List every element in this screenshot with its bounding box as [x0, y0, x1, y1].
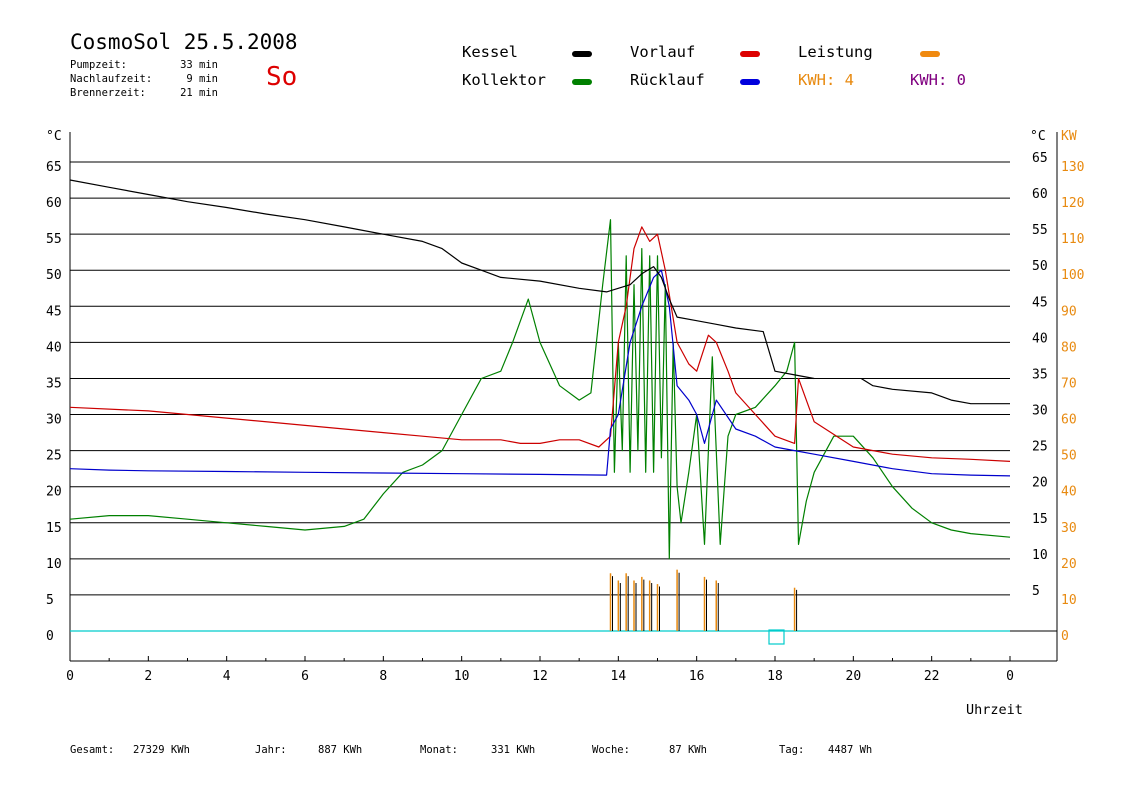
footer-tag-value: 4487 Wh [828, 744, 873, 756]
y2-tick-label: 100 [1061, 268, 1084, 283]
legend-leistung-swatch [920, 51, 940, 57]
y-tick-label-right: 20 [1032, 476, 1048, 491]
y-tick-label-right: 50 [1032, 259, 1048, 274]
y-tick-label-right: 15 [1032, 512, 1048, 527]
weekday-label: So [266, 62, 298, 92]
y-tick-label-left: 65 [46, 160, 62, 175]
footer-tag-label: Tag: [779, 744, 805, 756]
y2-tick-label: 50 [1061, 449, 1077, 464]
y-tick-label-right: 55 [1032, 223, 1048, 238]
series-line-ruecklauf [69, 269, 1011, 477]
footer-monat-value: 331 KWh [491, 744, 536, 756]
stat-pumpzeit-value: 33 min [180, 59, 218, 71]
y2-tick-label: 90 [1061, 304, 1077, 319]
y-axis-right-unit: °C [1030, 129, 1046, 144]
x-axis-label: Uhrzeit [966, 702, 1023, 718]
y-tick-label-left: 15 [46, 521, 62, 536]
footer-jahr-label: Jahr: [255, 744, 287, 756]
y-axis-left-unit: °C [46, 129, 62, 144]
y2-tick-label: 0 [1061, 629, 1069, 644]
legend-leistung-label: Leistung [798, 43, 873, 61]
legend-kessel-swatch [572, 51, 592, 57]
x-tick-label: 8 [379, 669, 387, 684]
x-tick-label: 20 [846, 669, 862, 684]
legend-vorlauf-label: Vorlauf [630, 43, 696, 61]
y-tick-label-left: 30 [46, 413, 62, 428]
y2-tick-label: 80 [1061, 340, 1077, 355]
y-tick-label-left: 45 [46, 304, 62, 319]
footer-monat-label: Monat: [420, 744, 458, 756]
y-tick-label-right: 45 [1032, 295, 1048, 310]
x-tick-label: 18 [767, 669, 783, 684]
y2-tick-label: 10 [1061, 593, 1077, 608]
x-tick-label: 2 [144, 669, 152, 684]
x-tick-label: 4 [223, 669, 231, 684]
footer-gesamt-value: 27329 KWh [133, 744, 190, 756]
x-tick-label: 14 [611, 669, 627, 684]
y2-tick-label: 120 [1061, 196, 1084, 211]
y-tick-label-left: 0 [46, 629, 54, 644]
y2-tick-label: 70 [1061, 376, 1077, 391]
stat-brennerzeit-label: Brennerzeit: [70, 87, 146, 99]
event-marker [768, 629, 785, 645]
legend-kollektor-swatch [572, 79, 592, 85]
y-tick-label-left: 55 [46, 232, 62, 247]
y-tick-label-right: 60 [1032, 187, 1048, 202]
x-tick-label: 0 [66, 669, 74, 684]
y-tick-label-left: 60 [46, 196, 62, 211]
x-tick-label: 0 [1006, 669, 1014, 684]
y-tick-label-left: 35 [46, 376, 62, 391]
y-tick-label-left: 40 [46, 340, 62, 355]
x-tick-label: 12 [532, 669, 548, 684]
series-line-kollektor [69, 219, 1011, 560]
y2-tick-label: 30 [1061, 521, 1077, 536]
legend-kwh2: KWH: 0 [910, 71, 966, 89]
footer-gesamt-label: Gesamt: [70, 744, 115, 756]
footer-woche-value: 87 KWh [669, 744, 707, 756]
y-tick-label-right: 10 [1032, 548, 1048, 563]
y2-tick-label: 130 [1061, 160, 1084, 175]
y-tick-label-left: 50 [46, 268, 62, 283]
y2-tick-label: 40 [1061, 485, 1077, 500]
x-tick-label: 10 [454, 669, 470, 684]
legend-ruecklauf-swatch [740, 79, 760, 85]
y-tick-label-left: 25 [46, 449, 62, 464]
y-tick-label-left: 20 [46, 485, 62, 500]
stat-nachlaufzeit-label: Nachlaufzeit: [70, 73, 153, 85]
stat-brennerzeit-value: 21 min [180, 87, 218, 99]
y-tick-label-right: 40 [1032, 331, 1048, 346]
y-axis-right2-unit: KW [1061, 129, 1077, 144]
x-tick-label: 6 [301, 669, 309, 684]
legend-kwh1: KWH: 4 [798, 71, 854, 89]
y-tick-label-right: 35 [1032, 367, 1048, 382]
y-tick-label-right: 5 [1032, 584, 1040, 599]
y2-tick-label: 60 [1061, 413, 1077, 428]
x-tick-label: 16 [689, 669, 705, 684]
y-tick-label-left: 10 [46, 557, 62, 572]
chart-title: CosmoSol 25.5.2008 [70, 30, 298, 54]
y-tick-label-right: 65 [1032, 151, 1048, 166]
footer-jahr-value: 887 KWh [318, 744, 363, 756]
stat-nachlaufzeit-value: 9 min [186, 73, 218, 85]
legend-vorlauf-swatch [740, 51, 760, 57]
x-tick-label: 22 [924, 669, 940, 684]
y-tick-label-left: 5 [46, 593, 54, 608]
y-tick-label-right: 30 [1032, 404, 1048, 419]
y-tick-label-right: 25 [1032, 440, 1048, 455]
stat-pumpzeit-label: Pumpzeit: [70, 59, 127, 71]
y2-tick-label: 20 [1061, 557, 1077, 572]
series-line-kessel [69, 179, 1010, 405]
footer-woche-label: Woche: [592, 744, 630, 756]
legend-ruecklauf-label: Rücklauf [630, 71, 705, 89]
series-line-vorlauf [69, 226, 1011, 462]
legend-kessel-label: Kessel [462, 43, 518, 61]
y2-tick-label: 110 [1061, 232, 1084, 247]
legend-kollektor-label: Kollektor [462, 71, 546, 89]
